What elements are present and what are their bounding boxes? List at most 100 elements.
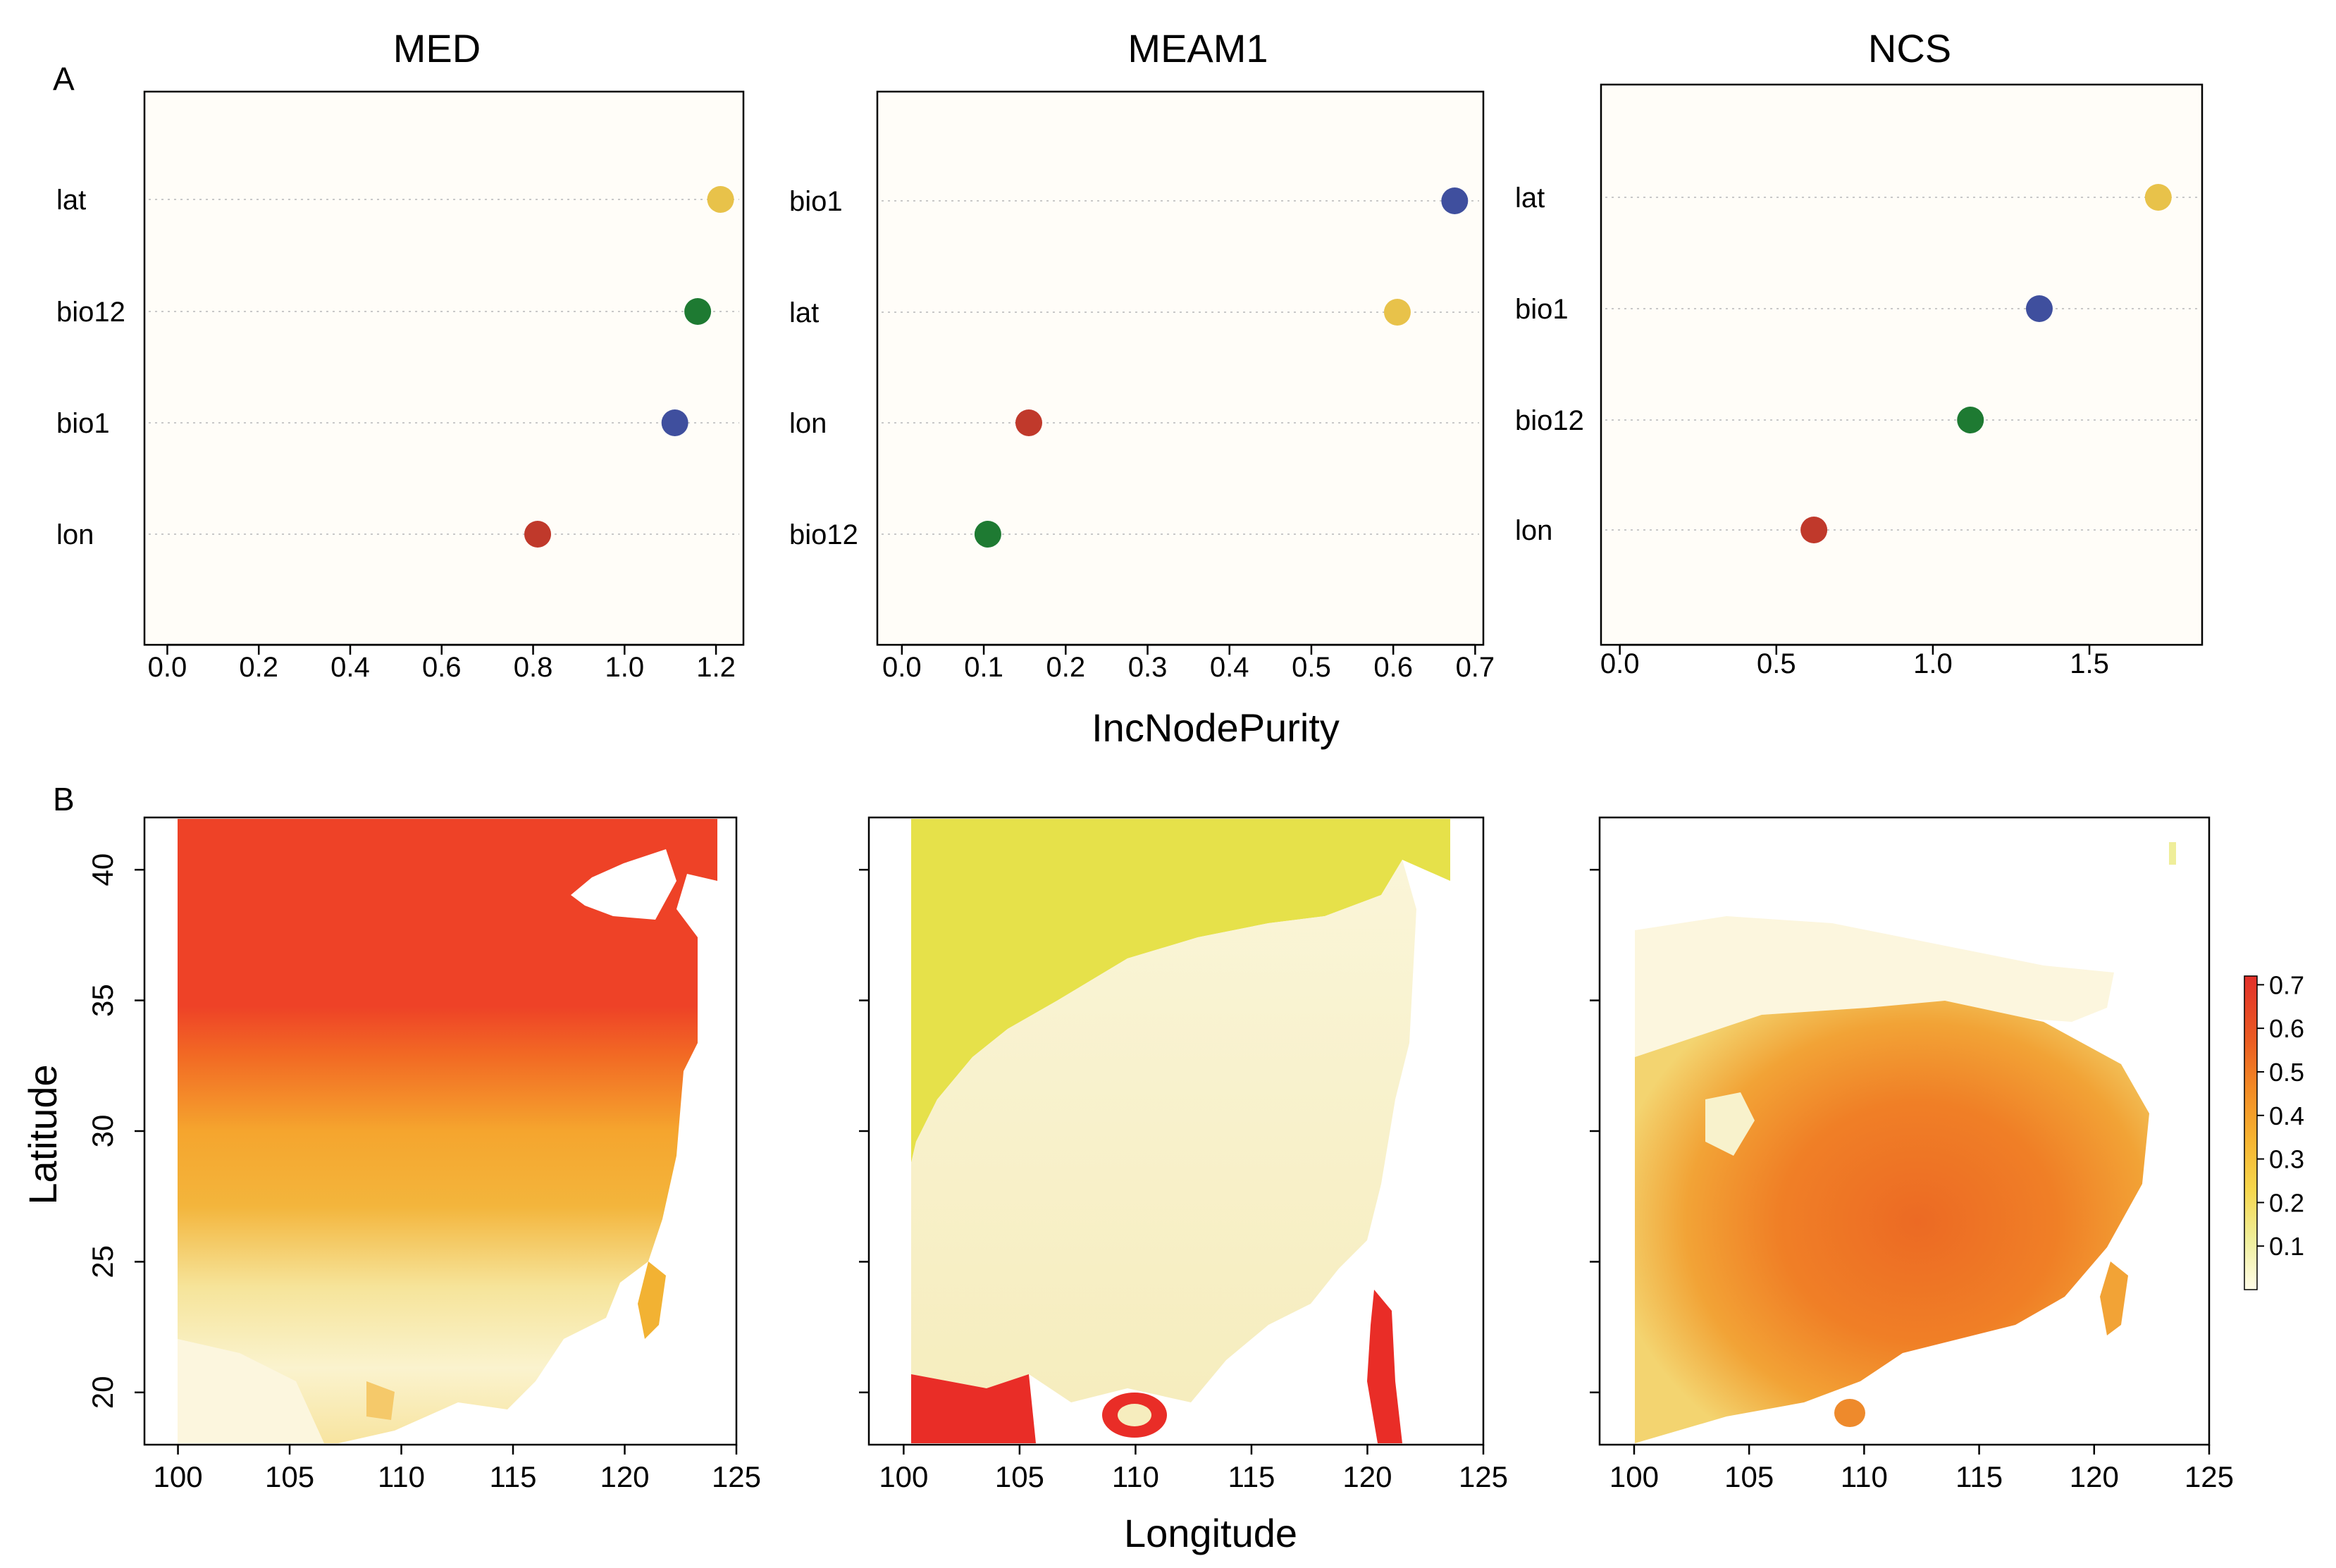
map-ncs-patch [1705, 1092, 1755, 1156]
heatmap-meam1 [867, 816, 1485, 1446]
panel-labels: A B [53, 61, 75, 817]
map-ytick-label: 35 [86, 984, 119, 1017]
dotchart-frame [1600, 83, 2204, 646]
map-axis-med: 100 105 110 115 120 125 20 25 30 35 40 [86, 853, 761, 1493]
map-meam1-central [911, 860, 1416, 1402]
dot-lat [707, 186, 734, 213]
map-axis-ncs: 100 105 110 115 120 125 [1590, 868, 2234, 1493]
dot-lon [1800, 517, 1828, 543]
map-xtick-label: 125 [1459, 1460, 1508, 1493]
map-xtick-label: 105 [995, 1460, 1044, 1493]
dotchart-title: MEAM1 [1127, 26, 1268, 70]
map-axes: 100 105 110 115 120 125 20 25 30 35 40 100 105 110 115… [86, 853, 2304, 1493]
map-xtick-label: 115 [1228, 1460, 1275, 1493]
dotchart-title: NCS [1868, 26, 1951, 70]
map-meam1-north [911, 819, 1450, 1163]
dotchart-title: MED [393, 26, 481, 70]
map-xtick-label: 100 [154, 1460, 203, 1493]
map-med-southwest [178, 1339, 324, 1443]
map-axis-meam1: 100 105 110 115 120 125 [859, 868, 1508, 1493]
map-xtick-label: 125 [712, 1460, 761, 1493]
dot-bio12 [974, 521, 1001, 548]
map-ncs-northeast-patch [2169, 842, 2176, 865]
dotchart-var-label: bio12 [1515, 405, 1584, 436]
dotchart-tick-label: 0.7 [1456, 652, 1495, 683]
dotchart-tick-label: 0.0 [1600, 648, 1640, 679]
dot-bio12 [1957, 407, 1984, 433]
map-med-land [178, 819, 717, 1443]
dotchart-var-label: lat [789, 297, 819, 328]
dotchart-var-label: lon [1515, 515, 1552, 546]
dotchart-ncs: NCS lat bio1 bio12 lon 0.0 0.5 1.0 1.5 [1515, 26, 2204, 679]
map-xtick-label: 100 [1609, 1460, 1659, 1493]
dot-bio1 [2025, 295, 2053, 322]
dotchart-var-label: lon [56, 519, 94, 550]
dotchart-tick-label: 1.0 [605, 652, 644, 683]
colorbar [2244, 975, 2258, 1290]
map-xtick-label: 110 [1112, 1460, 1159, 1493]
map-ncs-taiwan [2100, 1261, 2128, 1335]
colorbar-tick-label: 0.1 [2269, 1232, 2304, 1261]
map-xtick-label: 110 [378, 1460, 425, 1493]
map-meam1-south-red [911, 1374, 1036, 1443]
map-ytick-label: 20 [86, 1376, 119, 1409]
dotchart-var-label: lon [789, 408, 827, 439]
map-xtick-label: 105 [265, 1460, 314, 1493]
dot-bio1 [661, 409, 688, 436]
dotchart-var-label: bio1 [789, 186, 843, 217]
dotchart-tick-label: 0.4 [330, 652, 370, 683]
map-ytick-label: 30 [86, 1115, 119, 1148]
map-xtick-label: 115 [1955, 1460, 2003, 1493]
dotchart-tick-label: 0.2 [239, 652, 278, 683]
ylabel-latitude: Latitude [20, 1064, 65, 1204]
dotchart-var-label: lat [1515, 183, 1545, 214]
dot-lat [1383, 299, 1411, 326]
colorbar-tick-label: 0.3 [2269, 1145, 2304, 1174]
xlabel-longitude: Longitude [1124, 1511, 1297, 1555]
map-ytick-label: 25 [86, 1245, 119, 1278]
map-xtick-label: 115 [490, 1460, 537, 1493]
dotchart-tick-label: 0.3 [1128, 652, 1168, 683]
dotchart-frame [876, 90, 1485, 646]
dotchart-var-label: bio12 [56, 297, 125, 328]
map-xtick-label: 120 [1342, 1460, 1392, 1493]
dotchart-tick-label: 0.0 [148, 652, 187, 683]
xlabel-incnodepurity: IncNodePurity [1092, 705, 1340, 750]
map-med-bohai-sea [571, 849, 676, 920]
dotchart-tick-label: 0.1 [964, 652, 1003, 683]
heatmap-med [143, 816, 738, 1446]
colorbar-tick-label: 0.6 [2269, 1014, 2304, 1043]
dotchart-var-label: bio1 [1515, 294, 1569, 325]
panel-label-b: B [53, 781, 75, 817]
map-xtick-label: 120 [600, 1460, 649, 1493]
dot-lon [1015, 409, 1042, 436]
dot-lon [524, 521, 552, 548]
map-xtick-label: 125 [2184, 1460, 2234, 1493]
dotchart-tick-label: 0.5 [1757, 648, 1796, 679]
colorbar-tick-label: 0.7 [2269, 970, 2304, 999]
map-xtick-label: 110 [1841, 1460, 1888, 1493]
dotchart-tick-label: 0.4 [1210, 652, 1249, 683]
dotchart-tick-label: 0.6 [1373, 652, 1413, 683]
dotchart-tick-label: 0.8 [514, 652, 553, 683]
dotchart-var-label: lat [56, 185, 86, 216]
dotchart-tick-label: 0.5 [1292, 652, 1331, 683]
dotchart-var-label: bio12 [789, 519, 858, 550]
map-xtick-label: 120 [2070, 1460, 2119, 1493]
dotchart-meam1: MEAM1 bio1 lat lon bio12 0.0 0.1 0.2 0.3 0.4 0.5 0.… [789, 26, 1495, 683]
map-med-hainan [366, 1381, 395, 1420]
colorbar-tick-label: 0.5 [2269, 1058, 2304, 1087]
map-ncs-hainan [1834, 1399, 1865, 1427]
colorbar-tick-label: 0.4 [2269, 1101, 2304, 1130]
dotchart-tick-label: 0.2 [1046, 652, 1085, 683]
dot-lat [2144, 184, 2172, 211]
map-med-taiwan [638, 1261, 666, 1339]
map-ytick-label: 40 [86, 853, 119, 887]
dot-bio12 [684, 298, 712, 325]
dotchart-tick-label: 1.5 [2070, 648, 2109, 679]
panel-label-a: A [53, 61, 75, 97]
dot-charts: MED lat bio12 bio1 lon 0.0 0.2 0.4 0.6 0.8 1.0 1.2 M… [56, 26, 2204, 683]
dotchart-tick-label: 1.2 [696, 652, 736, 683]
map-ncs-north [1635, 916, 2114, 1057]
